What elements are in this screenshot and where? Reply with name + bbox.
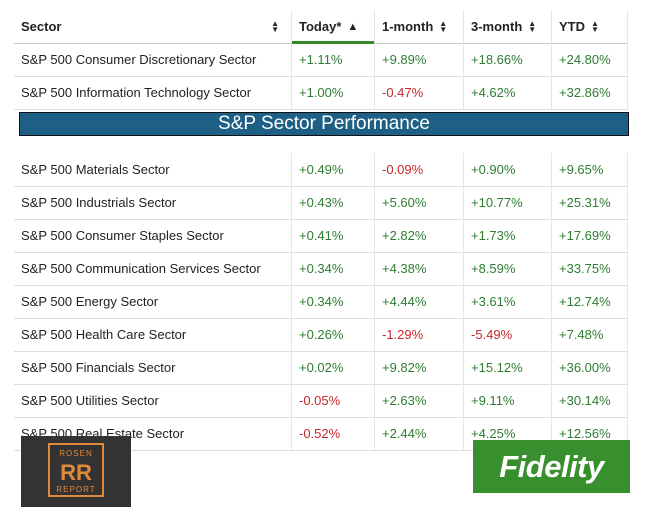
column-header-sector[interactable]: Sector ▲ ▼ (14, 10, 292, 43)
table-row[interactable]: S&P 500 Consumer Discretionary Sector +1.… (14, 43, 628, 77)
today-change-cell: +0.43% (292, 186, 375, 219)
column-header-label: Today* (299, 19, 342, 34)
column-header-ytd[interactable]: YTD ▲ ▼ (552, 10, 628, 43)
one-month-change-cell: +9.89% (375, 43, 464, 76)
rosen-logo-mark: RR (60, 460, 92, 485)
three-month-change-cell: +4.25% (464, 417, 552, 450)
ytd-change-cell: +9.65% (552, 153, 628, 186)
sort-ascending-icon: ▲ (347, 20, 359, 33)
three-month-change-cell: +9.11% (464, 384, 552, 417)
column-header-label: 1-month (382, 19, 434, 34)
today-change-cell: +0.34% (292, 252, 375, 285)
ytd-change-cell: +30.14% (552, 384, 628, 417)
column-header-label: 3-month (471, 19, 523, 34)
rosen-report-logo: ROSEN RR REPORT (21, 436, 131, 507)
sector-name-cell: S&P 500 Energy Sector (14, 285, 292, 318)
sort-both-icon: ▲ ▼ (439, 18, 448, 34)
three-month-change-cell: +10.77% (464, 186, 552, 219)
column-header-today[interactable]: Today* ▲ (292, 10, 375, 44)
ytd-change-cell: +32.86% (552, 76, 628, 109)
ytd-change-cell: +12.74% (552, 285, 628, 318)
three-month-change-cell: +0.90% (464, 153, 552, 186)
three-month-change-cell: +18.66% (464, 43, 552, 76)
column-header-1-month[interactable]: 1-month ▲ ▼ (375, 10, 464, 43)
today-change-cell: -0.52% (292, 417, 375, 450)
table-header-row: Sector ▲ ▼ Today* ▲ 1-month ▲ ▼ 3-month ▲ ▼… (14, 10, 628, 44)
sector-name-cell: S&P 500 Health Care Sector (14, 318, 292, 351)
table-row[interactable]: S&P 500 Health Care Sector +0.26% -1.29% -5… (14, 318, 628, 352)
today-change-cell: +1.00% (292, 76, 375, 109)
ytd-change-cell: +12.56% (552, 417, 628, 450)
one-month-change-cell: +2.63% (375, 384, 464, 417)
sector-name-cell: S&P 500 Materials Sector (14, 153, 292, 186)
table-row[interactable]: S&P 500 Financials Sector +0.02% +9.82% +15… (14, 351, 628, 385)
ytd-change-cell: +7.48% (552, 318, 628, 351)
table-row[interactable]: S&P 500 Consumer Staples Sector +0.41% +2.… (14, 219, 628, 253)
today-change-cell: +0.26% (292, 318, 375, 351)
three-month-change-cell: +1.73% (464, 219, 552, 252)
one-month-change-cell: +4.38% (375, 252, 464, 285)
ytd-change-cell: +25.31% (552, 186, 628, 219)
sector-name-cell: S&P 500 Information Technology Sector (14, 76, 292, 109)
one-month-change-cell: +2.82% (375, 219, 464, 252)
sector-name-cell: S&P 500 Communication Services Sector (14, 252, 292, 285)
ytd-change-cell: +33.75% (552, 252, 628, 285)
fidelity-logo-text: Fidelity (499, 448, 604, 484)
one-month-change-cell: +2.44% (375, 417, 464, 450)
table-row[interactable]: S&P 500 Industrials Sector +0.43% +5.60% +1… (14, 186, 628, 220)
sector-name-cell: S&P 500 Consumer Staples Sector (14, 219, 292, 252)
today-change-cell: -0.05% (292, 384, 375, 417)
one-month-change-cell: -0.47% (375, 76, 464, 109)
today-change-cell: +0.02% (292, 351, 375, 384)
sector-name-cell: S&P 500 Financials Sector (14, 351, 292, 384)
one-month-change-cell: +4.44% (375, 285, 464, 318)
table-row[interactable]: S&P 500 Information Technology Sector +1.… (14, 76, 628, 110)
sort-both-icon: ▲ ▼ (271, 18, 279, 34)
table-row[interactable]: S&P 500 Utilities Sector -0.05% +2.63% +9.1… (14, 384, 628, 418)
three-month-change-cell: +8.59% (464, 252, 552, 285)
sector-name-cell: S&P 500 Industrials Sector (14, 186, 292, 219)
three-month-change-cell: +15.12% (464, 351, 552, 384)
table-row[interactable]: S&P 500 Energy Sector +0.34% +4.44% +3.61% +… (14, 285, 628, 319)
column-header-label: YTD (559, 19, 585, 34)
rosen-logo-bottom: REPORT (56, 485, 95, 494)
today-change-cell: +0.41% (292, 219, 375, 252)
today-change-cell: +0.49% (292, 153, 375, 186)
ytd-change-cell: +36.00% (552, 351, 628, 384)
banner-title: S&P Sector Performance (218, 113, 430, 134)
fidelity-logo: Fidelity (473, 440, 630, 493)
column-header-3-month[interactable]: 3-month ▲ ▼ (464, 10, 552, 43)
one-month-change-cell: +9.82% (375, 351, 464, 384)
rosen-logo-top: ROSEN (59, 449, 92, 458)
three-month-change-cell: +3.61% (464, 285, 552, 318)
table-row[interactable]: S&P 500 Communication Services Sector +0.… (14, 252, 628, 286)
one-month-change-cell: -1.29% (375, 318, 464, 351)
three-month-change-cell: -5.49% (464, 318, 552, 351)
table-row[interactable]: S&P 500 Materials Sector +0.49% -0.09% +0.9… (14, 153, 628, 187)
ytd-change-cell: +24.80% (552, 43, 628, 76)
one-month-change-cell: +5.60% (375, 186, 464, 219)
sector-name-cell: S&P 500 Utilities Sector (14, 384, 292, 417)
sector-name-cell: S&P 500 Consumer Discretionary Sector (14, 43, 292, 76)
column-header-label: Sector (21, 19, 62, 34)
ytd-change-cell: +17.69% (552, 219, 628, 252)
sector-performance-banner: S&P Sector Performance (19, 112, 629, 136)
today-change-cell: +1.11% (292, 43, 375, 76)
one-month-change-cell: -0.09% (375, 153, 464, 186)
three-month-change-cell: +4.62% (464, 76, 552, 109)
today-change-cell: +0.34% (292, 285, 375, 318)
sort-both-icon: ▲ ▼ (591, 18, 599, 34)
sort-both-icon: ▲ ▼ (528, 18, 537, 34)
